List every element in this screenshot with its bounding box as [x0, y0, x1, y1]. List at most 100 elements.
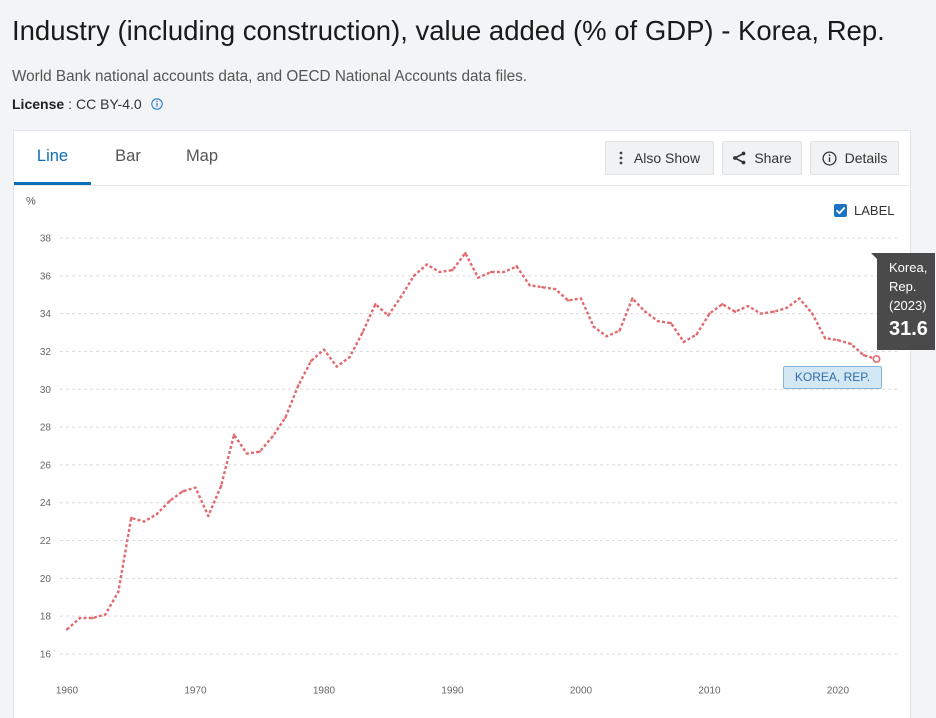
- data-point: [862, 354, 865, 357]
- data-point: [181, 490, 184, 493]
- highlighted-data-point[interactable]: [872, 355, 881, 364]
- x-tick-label: 1970: [184, 686, 207, 697]
- share-button[interactable]: Share: [722, 141, 802, 175]
- line-chart[interactable]: % 16 18 20 22 24 26 28 30 32 34 36 38 1960 1970 1980 199…: [0, 186, 936, 718]
- data-point: [515, 265, 518, 268]
- series-label: KOREA, REP.: [783, 366, 882, 389]
- data-point: [335, 365, 339, 368]
- data-point: [232, 433, 236, 436]
- data-point: [399, 295, 403, 298]
- data-point: [566, 299, 570, 302]
- data-point: [554, 287, 557, 291]
- tab-bar-label: Bar: [115, 147, 141, 165]
- y-tick-label: 16: [40, 650, 52, 661]
- x-tick-label: 1960: [56, 686, 79, 697]
- y-tick-label: 18: [40, 612, 52, 623]
- y-tick-label: 32: [40, 347, 52, 358]
- checkbox-checked-icon[interactable]: [834, 203, 847, 217]
- data-point: [425, 263, 428, 266]
- data-point: [746, 304, 750, 308]
- data-point: [733, 310, 737, 313]
- data-point: [656, 320, 660, 323]
- data-point: [592, 325, 596, 329]
- data-point: [245, 452, 249, 455]
- data-point: [476, 276, 480, 279]
- tab-line[interactable]: Line: [14, 131, 91, 185]
- y-tick-label: 20: [40, 574, 52, 585]
- y-axis: 16 18 20 22 24 26 28 30 32 34 36 38: [40, 234, 52, 661]
- data-point: [695, 333, 698, 336]
- data-point: [682, 340, 685, 344]
- vertical-ellipsis-icon: [619, 151, 623, 165]
- tooltip-country-line-1: Korea,: [889, 260, 928, 275]
- data-point: [219, 484, 223, 487]
- data-point: [65, 628, 69, 631]
- series-line[interactable]: [66, 251, 877, 631]
- data-point: [130, 516, 133, 520]
- also-show-label: Also Show: [633, 150, 701, 166]
- y-tick-label: 30: [40, 385, 52, 396]
- data-point: [387, 314, 390, 317]
- data-point: [258, 450, 261, 453]
- view-tabs: Line Bar Map Also Show: [14, 131, 910, 186]
- y-axis-unit-label: %: [26, 196, 36, 208]
- data-point: [438, 270, 441, 274]
- data-point: [849, 342, 853, 346]
- also-show-button[interactable]: Also Show: [605, 141, 714, 175]
- license-info-icon[interactable]: [150, 98, 163, 110]
- details-button[interactable]: Details: [810, 141, 899, 175]
- x-axis: 1960 1970 1980 1990 2000 2010 2020: [56, 686, 850, 697]
- label-toggle-text: LABEL: [854, 202, 895, 218]
- data-point: [464, 251, 467, 255]
- data-point: [117, 590, 120, 593]
- details-label: Details: [844, 150, 888, 166]
- y-tick-label: 22: [40, 536, 52, 547]
- data-point: [721, 302, 724, 306]
- share-icon: [732, 151, 746, 165]
- y-tick-label: 34: [40, 309, 52, 320]
- data-point: [78, 616, 82, 620]
- data-point: [322, 348, 326, 351]
- license-label: License: [12, 96, 65, 112]
- data-point: [348, 355, 351, 359]
- info-circle-icon: [822, 150, 837, 166]
- y-tick-label: 36: [40, 271, 52, 282]
- data-point: [297, 384, 300, 387]
- data-point: [669, 321, 673, 325]
- data-point: [142, 520, 146, 523]
- data-point: [541, 285, 544, 289]
- data-point: [91, 616, 94, 620]
- x-tick-label: 2020: [827, 686, 850, 697]
- data-point: [194, 486, 197, 489]
- tab-map-label: Map: [185, 147, 219, 165]
- data-point: [207, 514, 210, 518]
- data-point: [759, 312, 763, 315]
- data-point: [528, 284, 531, 287]
- share-label: Share: [754, 150, 792, 166]
- tab-map[interactable]: Map: [172, 131, 232, 185]
- data-point: [374, 302, 377, 306]
- source-note: World Bank national accounts data, and O…: [12, 68, 528, 85]
- y-tick-label: 28: [40, 423, 52, 434]
- data-point: [502, 270, 506, 274]
- page-title: Industry (including construction), value…: [12, 15, 885, 46]
- data-point: [785, 306, 788, 310]
- data-point: [489, 270, 493, 274]
- data-point: [104, 613, 107, 616]
- data-point: [618, 329, 621, 332]
- data-point: [644, 310, 647, 313]
- x-tick-label: 1980: [313, 686, 336, 697]
- y-tick-label: 24: [40, 498, 52, 509]
- y-tick-label: 38: [40, 234, 52, 245]
- data-point: [451, 268, 454, 272]
- tooltip-value: 31.6: [889, 318, 928, 340]
- label-toggle[interactable]: LABEL: [834, 202, 894, 218]
- data-point: [605, 335, 608, 338]
- tab-line-label: Line: [36, 147, 69, 165]
- y-tick-label: 26: [40, 460, 52, 471]
- tab-bar[interactable]: Bar: [102, 131, 154, 185]
- chart-card: Line Bar Map Also Show: [13, 130, 911, 718]
- license-separator: :: [68, 96, 73, 112]
- data-point: [579, 297, 583, 300]
- data-point: [271, 435, 274, 438]
